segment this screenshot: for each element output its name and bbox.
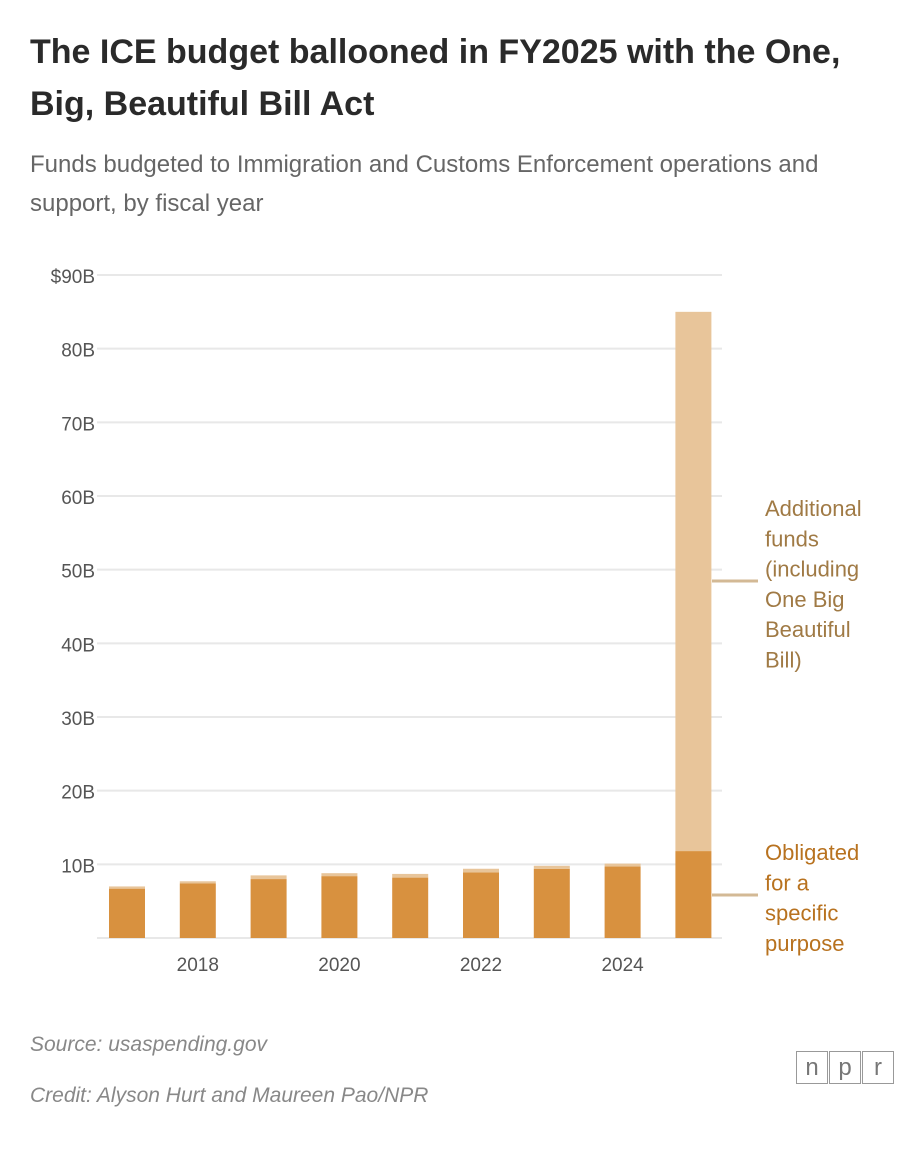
obligated-label: specific [765,901,838,926]
bar-additional-2019 [250,875,287,880]
bar-obligated-2025 [675,851,712,938]
logo-letter: p [829,1051,861,1084]
y-tick-label: 20B [61,783,95,804]
y-tick-label: 40B [61,635,95,656]
bar-additional-2025 [675,311,712,852]
source-note: Source: usaspending.gov [30,1033,267,1056]
additional-funds-label: funds [765,526,819,551]
x-tick-label: 2024 [601,955,644,976]
bar-additional-2021 [392,873,429,878]
bar-additional-2022 [463,868,499,873]
bar-obligated-2021 [392,877,429,938]
x-tick-label: 2020 [318,955,360,976]
credit-note: Credit: Alyson Hurt and Maureen Pao/NPR [30,1084,429,1107]
bar-obligated-2018 [179,883,216,938]
y-tick-label: 60B [61,488,95,509]
additional-funds-label: Beautiful [765,617,851,642]
bar-additional-2024 [604,863,641,867]
x-tick-label: 2022 [460,955,502,976]
y-tick-label: 80B [61,341,95,362]
obligated-label: for a [765,870,810,895]
y-tick-label: 50B [61,562,95,583]
additional-funds-label: One Big [765,587,845,612]
obligated-label: Obligated [765,840,859,865]
y-tick-label: 30B [61,709,95,730]
y-tick-label: 70B [61,414,95,435]
bar-obligated-2024 [604,866,641,938]
bar-obligated-2017 [109,888,145,938]
y-tick-label: 10B [61,856,95,877]
bar-obligated-2019 [250,879,287,938]
x-tick-label: 2018 [177,955,219,976]
obligated-label: purpose [765,931,845,956]
bar-additional-2023 [533,865,570,869]
bar-obligated-2023 [533,868,570,938]
bar-obligated-2022 [463,872,499,938]
logo-letter: r [862,1051,894,1084]
additional-funds-label: Bill) [765,648,802,673]
logo-letter: n [796,1051,828,1084]
chart-subtitle: Funds budgeted to Immigration and Custom… [30,151,819,217]
chart-title: The ICE budget ballooned in FY2025 with … [30,33,841,123]
additional-funds-label: (including [765,557,859,582]
bar-additional-2017 [109,886,145,889]
additional-funds-label: Additional [765,496,862,521]
bar-obligated-2020 [321,876,358,938]
bar-additional-2018 [179,881,216,884]
bar-additional-2020 [321,873,358,877]
y-tick-label: $90B [51,267,95,288]
